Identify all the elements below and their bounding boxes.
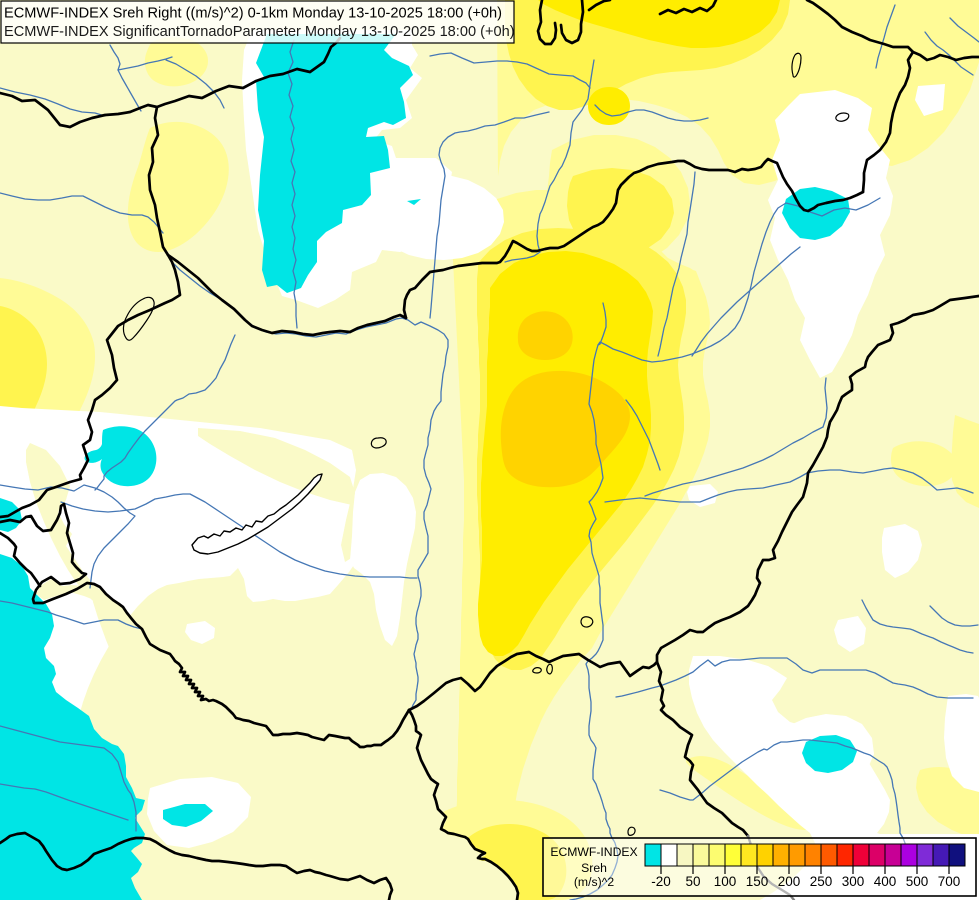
svg-text:100: 100 [714,874,737,889]
svg-text:250: 250 [810,874,833,889]
svg-text:Sreh: Sreh [581,861,607,875]
svg-text:50: 50 [685,874,700,889]
svg-text:(m/s)^2: (m/s)^2 [574,875,614,889]
svg-text:ECMWF-INDEX Sreh Right ((m/s)^: ECMWF-INDEX Sreh Right ((m/s)^2) 0-1km M… [4,6,502,22]
svg-text:500: 500 [906,874,929,889]
svg-text:ECMWF-INDEX SignificantTornado: ECMWF-INDEX SignificantTornadoParameter … [4,24,515,40]
svg-text:-20: -20 [651,874,671,889]
svg-text:700: 700 [938,874,961,889]
svg-text:200: 200 [778,874,801,889]
svg-text:400: 400 [874,874,897,889]
svg-text:ECMWF-INDEX: ECMWF-INDEX [550,845,637,859]
svg-text:150: 150 [746,874,769,889]
svg-text:300: 300 [842,874,865,889]
